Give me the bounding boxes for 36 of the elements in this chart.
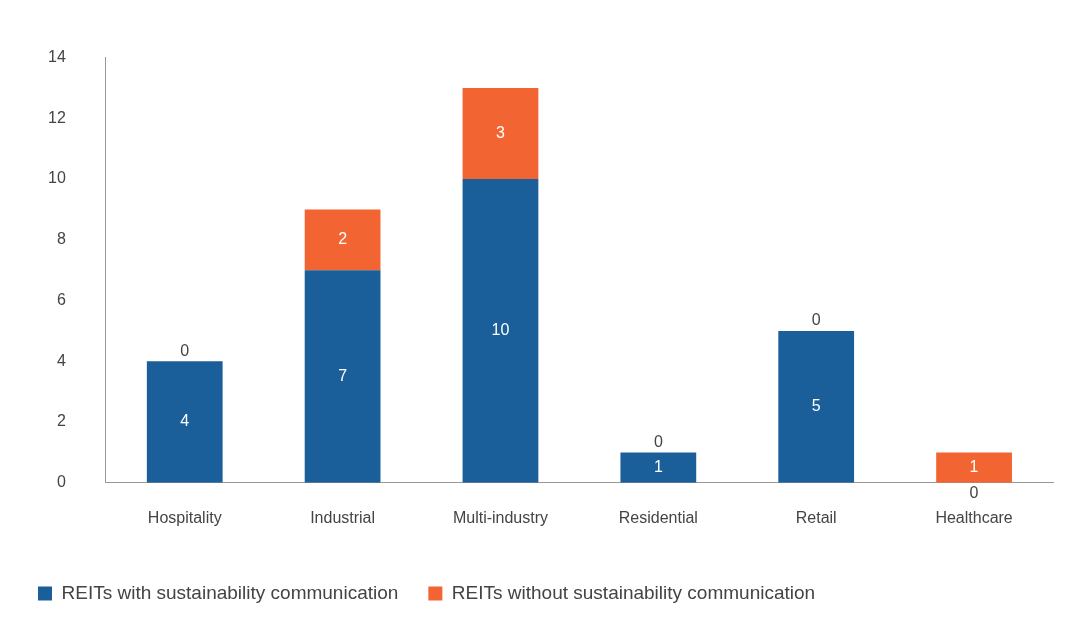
legend-label: REITs without sustainability communication <box>451 581 816 603</box>
bar <box>304 270 381 483</box>
x-tick-label: Retail <box>795 508 837 526</box>
bar <box>936 452 1012 483</box>
bar <box>462 87 539 180</box>
data-label: 2 <box>338 230 348 248</box>
bar <box>146 361 223 483</box>
x-tick-label: Residential <box>618 508 698 526</box>
data-label: 1 <box>653 458 663 476</box>
bar <box>304 209 381 271</box>
y-tick-label: 6 <box>56 290 66 308</box>
data-label: 0 <box>180 341 190 359</box>
y-tick-label: 14 <box>48 48 66 66</box>
data-label: 3 <box>496 123 506 141</box>
bar <box>462 179 539 483</box>
data-label: 5 <box>811 397 821 415</box>
bar <box>778 330 855 483</box>
y-tick-label: 0 <box>56 473 66 491</box>
legend-label: REITs with sustainability communication <box>61 581 399 603</box>
data-label: 0 <box>811 311 821 329</box>
data-label: 7 <box>338 366 348 384</box>
y-tick-label: 4 <box>56 351 66 369</box>
x-tick-label: Multi-industry <box>452 508 549 526</box>
bar <box>620 452 697 483</box>
x-tick-label: Industrial <box>310 508 376 526</box>
y-tick-label: 2 <box>56 412 66 430</box>
data-label: 1 <box>969 458 979 476</box>
y-tick-label: 10 <box>48 169 66 187</box>
x-tick-label: Healthcare <box>935 508 1013 526</box>
y-tick-label: 12 <box>48 108 66 126</box>
data-label: 4 <box>180 412 190 430</box>
x-tick-label: Hospitality <box>147 508 222 526</box>
y-tick-label: 8 <box>56 230 66 248</box>
data-label: 0 <box>969 484 979 502</box>
data-label: 10 <box>491 321 510 339</box>
data-label: 0 <box>653 432 663 450</box>
